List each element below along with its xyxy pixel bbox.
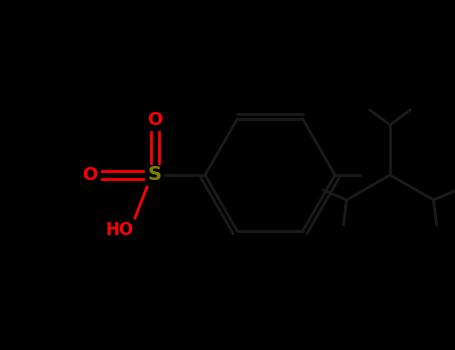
Text: O: O xyxy=(82,166,98,184)
Text: O: O xyxy=(147,111,162,129)
Text: HO: HO xyxy=(106,221,134,239)
Text: S: S xyxy=(148,166,162,184)
